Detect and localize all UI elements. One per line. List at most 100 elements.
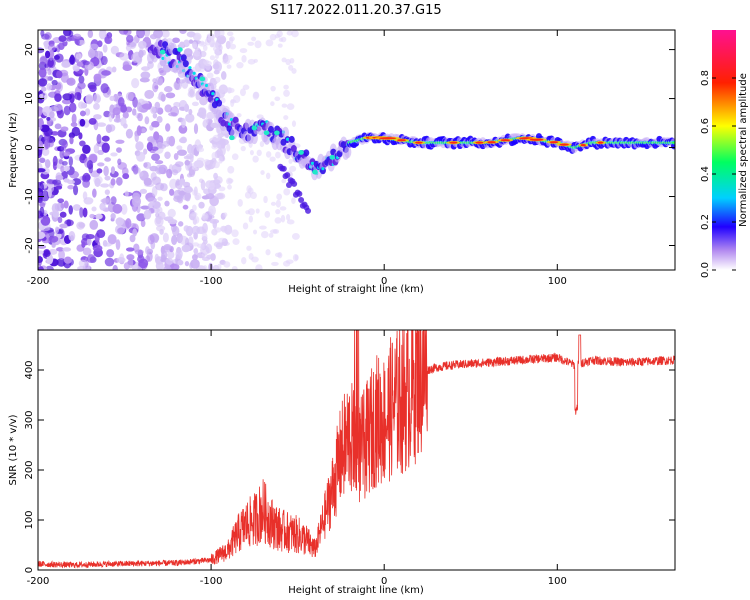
spectrogram-noise-cell (56, 44, 61, 53)
spectrogram-noise-cell (165, 123, 171, 132)
spectrogram-branch (284, 172, 291, 179)
spectrogram-noise-cell (110, 178, 116, 186)
spectrogram-noise-cell (76, 61, 84, 67)
spectrogram-noise-cell (110, 212, 116, 220)
spectrogram-noise-cell (138, 258, 149, 269)
spectrogram-noise-cell (207, 33, 215, 42)
spectrogram-noise-cell (237, 199, 243, 207)
spectrogram-noise-cell (93, 114, 102, 120)
spectrogram-noise-cell (195, 90, 201, 101)
spectrogram-noise-cell (63, 256, 72, 264)
spectrogram-noise-cell (152, 81, 159, 93)
spectrogram-noise-cell (79, 207, 84, 218)
spectrogram-noise-cell (112, 203, 123, 214)
spectrogram-noise-cell (81, 174, 87, 182)
spectrogram-noise-cell (71, 126, 81, 137)
spectrogram-noise-cell (38, 250, 45, 255)
spectrogram-noise-cell (39, 202, 46, 208)
spectrogram-noise-cell (156, 107, 164, 115)
spectrogram-noise-cell (187, 143, 194, 154)
spectrogram-noise-cell (48, 248, 58, 255)
spectrogram-node (298, 150, 304, 155)
spectrogram-ridge-inner (671, 141, 675, 144)
spectrogram-noise-cell (165, 258, 174, 265)
spectrogram-noise-cell (283, 84, 289, 90)
spectrogram-x-tick-label: -100 (200, 276, 223, 287)
spectrogram-noise-cell (38, 47, 45, 54)
spectrogram-noise-cell (47, 44, 56, 52)
spectrogram-noise-cell (203, 222, 208, 230)
spectrogram-noise-cell (125, 247, 135, 252)
spectrogram-noise-cell (96, 168, 103, 174)
spectrogram-noise-cell (191, 101, 199, 107)
spectrogram-noise-cell (141, 128, 146, 133)
spectrogram-noise-cell (265, 39, 274, 47)
spectrogram-noise-cell (176, 149, 187, 156)
spectrogram-noise-cell (51, 203, 60, 214)
spectrogram-hotspot (397, 139, 406, 142)
spectrogram-noise-cell (239, 88, 246, 97)
spectrogram-noise-cell (231, 229, 239, 238)
spectrogram-noise-cell (285, 259, 294, 264)
spectrogram-noise-cell (213, 176, 223, 185)
spectrogram-noise-cell (93, 144, 100, 154)
spectrogram-noise-cell (222, 58, 231, 65)
spectrogram-noise-cell (179, 41, 185, 48)
spectrogram-noise-cell (277, 43, 283, 48)
spectrogram-noise-cell (38, 168, 46, 173)
spectrogram-noise-cell (274, 217, 282, 224)
spectrogram-noise-cell (216, 192, 226, 200)
spectrogram-noise-cell (157, 196, 163, 201)
snr-x-tick-label: 0 (381, 576, 387, 587)
spectrogram-noise-cell (73, 33, 82, 39)
snr-y-tick-label: 400 (24, 360, 35, 379)
spectrogram-noise-cell (269, 156, 276, 162)
spectrogram-node (159, 49, 166, 55)
spectrogram-noise-cell (251, 256, 259, 263)
spectrogram-noise-cell (79, 110, 86, 117)
spectrogram-noise-cell (136, 30, 145, 39)
spectrogram-noise-cell (44, 159, 51, 169)
spectrogram-noise-cell (210, 42, 218, 48)
spectrogram-noise-cell (179, 136, 187, 144)
spectrogram-noise-cell (206, 72, 214, 79)
spectrogram-noise-cell (165, 92, 176, 99)
spectrogram-noise-cell (289, 57, 295, 64)
spectrogram-noise-cell (110, 152, 118, 157)
spectrogram-noise-cell (192, 204, 197, 212)
spectrogram-noise-cell (155, 225, 166, 232)
spectrogram-noise-cell (217, 263, 222, 270)
spectrogram-ridge-core (180, 54, 187, 62)
spectrogram-hotspot (415, 141, 423, 144)
spectrogram-noise-cell (47, 57, 56, 69)
spectrogram-noise-cell (196, 157, 205, 163)
spectrogram-noise-cell (61, 160, 68, 166)
spectrogram-noise-cell (140, 219, 146, 228)
spectrogram-noise-cell (66, 77, 76, 86)
spectrogram-noise-cell (271, 261, 279, 266)
snr-x-tick-label: -200 (27, 576, 50, 587)
colorbar-tick-label: 0.6 (700, 118, 711, 134)
spectrogram-noise-cell (51, 79, 58, 86)
spectrogram-noise-cell (118, 30, 129, 35)
spectrogram-node (329, 154, 336, 160)
spectrogram-noise-cell (53, 182, 63, 189)
spectrogram-noise-cell (82, 207, 88, 218)
spectrogram-hotspot (500, 139, 511, 142)
spectrogram-noise-cell (156, 206, 163, 214)
snr-x-label: Height of straight line (km) (288, 585, 424, 596)
spectrogram-noise-cell (227, 165, 235, 174)
spectrogram-noise-cell (205, 243, 213, 254)
spectrogram-noise-cell (286, 103, 295, 110)
spectrogram-noise-cell (63, 151, 71, 156)
spectrogram-noise-cell (63, 200, 69, 209)
spectrogram-noise-cell (131, 78, 140, 89)
spectrogram-noise-cell (154, 101, 161, 109)
spectrogram-noise-cell (154, 160, 164, 165)
spectrogram-noise-cell (200, 179, 206, 191)
spectrogram-noise-cell (209, 55, 216, 61)
colorbar-tick-label: 0.0 (700, 262, 711, 278)
spectrogram-noise-cell (107, 234, 117, 245)
spectrogram-noise-cell (55, 174, 64, 181)
spectrogram-noise-cell (108, 111, 113, 123)
